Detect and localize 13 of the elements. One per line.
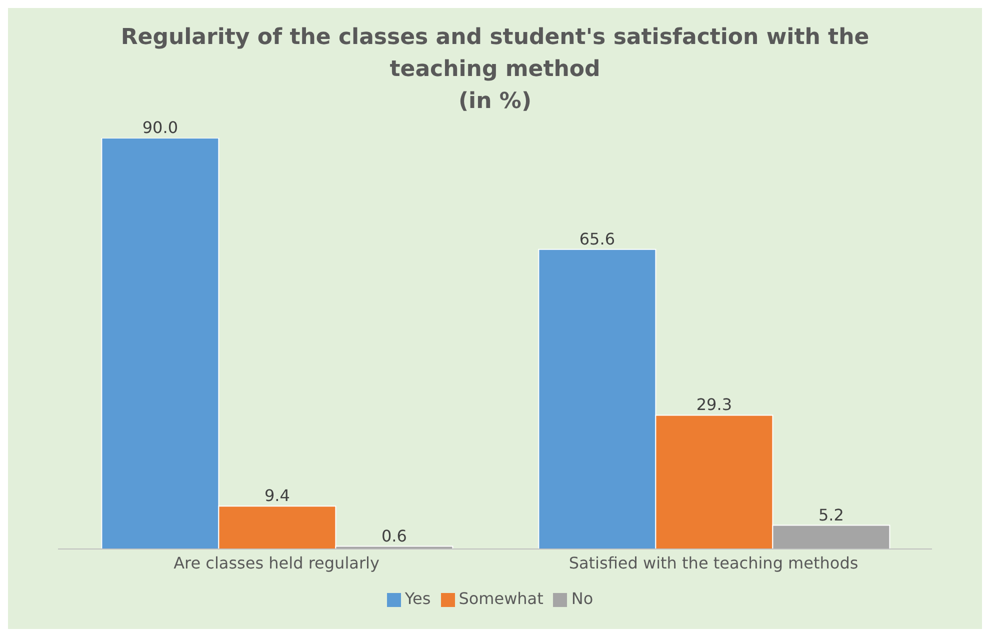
data-label: 0.6 bbox=[381, 526, 407, 546]
x-tick-label: Satisfied with the teaching methods bbox=[568, 553, 858, 572]
x-tick-label: Are classes held regularly bbox=[174, 553, 380, 572]
legend-label: Somewhat bbox=[458, 589, 544, 608]
legend-label: Yes bbox=[404, 589, 431, 608]
chart-subtitle: (in %) bbox=[457, 88, 532, 116]
data-label: 29.3 bbox=[696, 395, 732, 414]
legend-label: No bbox=[571, 589, 594, 608]
data-label: 90.0 bbox=[142, 118, 178, 137]
data-label: 9.4 bbox=[264, 486, 290, 506]
data-label: 65.6 bbox=[579, 229, 616, 248]
chart-title: Regularity of the classes and student's satisfaction with the teaching method bbox=[120, 24, 870, 84]
data-label: 5.2 bbox=[818, 505, 844, 524]
